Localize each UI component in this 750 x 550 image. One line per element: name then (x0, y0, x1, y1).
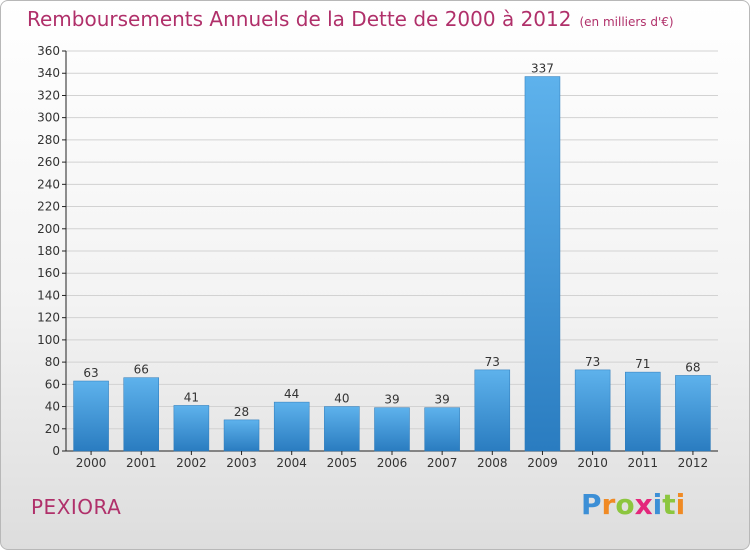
bar (524, 76, 561, 452)
bar (223, 419, 260, 452)
bar (73, 380, 109, 452)
bar (374, 407, 410, 452)
data-label: 28 (234, 405, 249, 419)
logo-letter: i (675, 488, 686, 521)
y-tick-label: 0 (52, 444, 60, 458)
x-tick-label: 2003 (226, 456, 257, 470)
commune-name: PEXIORA (31, 495, 122, 519)
y-tick-label: 60 (45, 377, 60, 391)
x-tick-label: 2008 (477, 456, 508, 470)
y-tick-label: 280 (37, 133, 60, 147)
bar (173, 405, 210, 452)
bar (574, 369, 611, 452)
x-tick-label: 2011 (627, 456, 658, 470)
y-tick-label: 200 (37, 222, 60, 236)
y-tick-label: 160 (37, 266, 60, 280)
data-label: 73 (585, 355, 600, 369)
y-tick-label: 300 (37, 111, 60, 125)
y-tick-label: 260 (37, 155, 60, 169)
y-tick-label: 320 (37, 88, 60, 102)
x-tick-label: 2012 (678, 456, 709, 470)
logo-letter: P (581, 488, 602, 521)
x-tick-label: 2009 (527, 456, 558, 470)
chart-subtitle: (en milliers d'€) (579, 15, 674, 29)
data-label: 44 (284, 387, 299, 401)
data-label: 40 (334, 392, 349, 406)
chart-title-text: Remboursements Annuels de la Dette de 20… (27, 7, 572, 31)
data-label: 41 (184, 390, 199, 404)
data-label: 39 (384, 393, 399, 407)
logo-letter: o (615, 488, 635, 521)
data-label: 66 (134, 363, 149, 377)
x-tick-label: 2006 (377, 456, 408, 470)
bar (424, 407, 460, 452)
y-tick-label: 80 (45, 355, 60, 369)
x-tick-label: 2007 (427, 456, 458, 470)
x-tick-label: 2000 (76, 456, 107, 470)
x-tick-label: 2001 (126, 456, 157, 470)
data-label: 63 (83, 366, 98, 380)
y-tick-label: 360 (37, 44, 60, 58)
y-tick-label: 240 (37, 177, 60, 191)
data-label: 337 (531, 62, 554, 76)
logo-letter: r (601, 488, 616, 521)
data-label: 39 (435, 393, 450, 407)
y-tick-label: 100 (37, 333, 60, 347)
proxiti-logo: Proxiti (581, 488, 685, 521)
bar (675, 375, 711, 452)
bar (625, 371, 661, 452)
y-tick-label: 180 (37, 244, 60, 258)
data-label: 73 (485, 355, 500, 369)
bar (273, 401, 310, 452)
data-label: 71 (635, 357, 650, 371)
y-tick-label: 140 (37, 288, 60, 302)
y-tick-label: 340 (37, 66, 60, 80)
bar (324, 406, 360, 452)
bar (123, 377, 159, 452)
x-tick-label: 2002 (176, 456, 207, 470)
data-label: 68 (685, 360, 700, 374)
x-tick-label: 2005 (327, 456, 358, 470)
chart-title: Remboursements Annuels de la Dette de 20… (27, 7, 674, 31)
logo-letter: x (634, 488, 653, 521)
x-tick-label: 2010 (577, 456, 608, 470)
y-tick-label: 40 (45, 400, 60, 414)
y-tick-label: 220 (37, 200, 60, 214)
logo-letter: t (662, 488, 676, 521)
y-tick-label: 120 (37, 311, 60, 325)
logo-letter: i (652, 488, 663, 521)
x-tick-label: 2004 (276, 456, 307, 470)
bar (474, 369, 511, 452)
y-tick-label: 20 (45, 422, 60, 436)
